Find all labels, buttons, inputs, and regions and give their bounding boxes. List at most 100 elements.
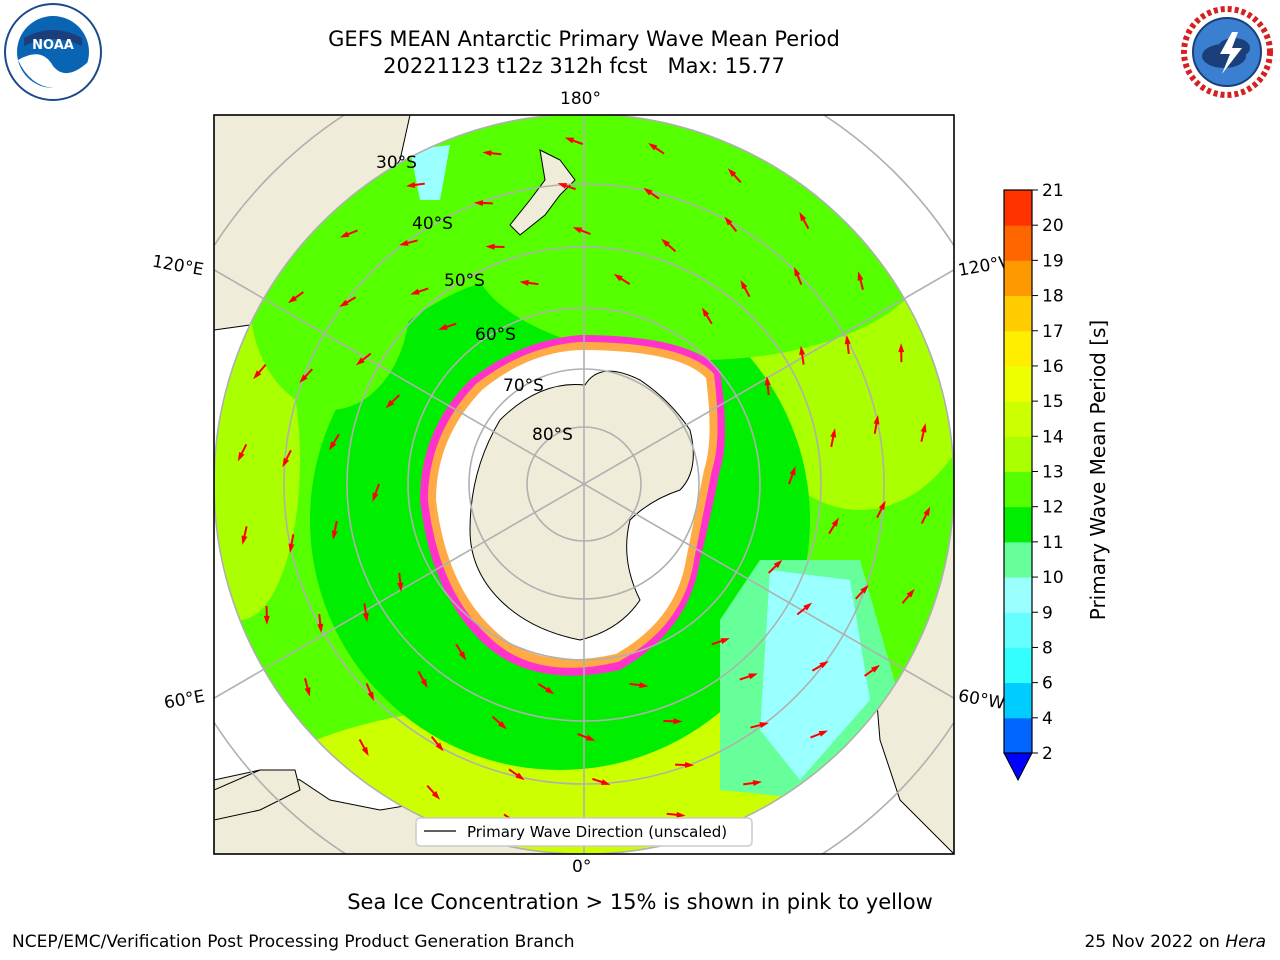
wave-arrow-head (458, 651, 467, 661)
wave-arrow-head (317, 623, 324, 634)
wave-arrow-head (397, 582, 404, 592)
colorbar: 2 4 6 8 9 10 11 12 13 14 15 16 17 18 19 20 21 (1003, 181, 1064, 782)
colorbar-segment (1004, 541, 1032, 578)
wave-arrow-head (724, 216, 733, 226)
footer-date: 25 Nov 2022 on Hera (1084, 932, 1266, 952)
colorbar-segment (1004, 401, 1032, 437)
map-frame-content: Primary Wave Direction (unscaled) (214, 115, 954, 854)
nws-logo (1179, 4, 1275, 100)
colorbar-segment (1004, 717, 1032, 754)
wave-arrow-head (473, 200, 484, 207)
wave-arrow-head (818, 730, 829, 737)
wave-arrow-head (759, 722, 769, 728)
lat-label-40: 40°S (412, 214, 453, 234)
colorbar-segment (1004, 577, 1032, 613)
land-new-zealand (509, 149, 576, 236)
wave-arrow-head (803, 602, 813, 611)
wave-arrow-head (362, 612, 369, 623)
lat-label-50: 50°S (444, 271, 485, 291)
wave-arrow-head (431, 791, 441, 800)
colorbar-tick-label: 14 (1042, 427, 1064, 447)
wave-arrow-head (399, 240, 409, 246)
wave-arrow-head (906, 588, 915, 598)
wave-arrow-head (288, 543, 295, 553)
lat-label-30: 30°S (376, 153, 417, 173)
lat-label-80: 80°S (532, 425, 573, 445)
colorbar-segment (1004, 260, 1032, 297)
wave-arrow-head (860, 584, 869, 594)
colorbar-segment (1004, 436, 1032, 472)
footer-host: Hera (1225, 932, 1266, 952)
wave-arrow-head (385, 399, 395, 409)
wave-arrow-head (339, 231, 350, 238)
colorbar-label: Primary Wave Mean Period [s] (1086, 319, 1110, 621)
colorbar-tick-label: 6 (1042, 674, 1053, 694)
wave-arrow-head (331, 530, 338, 540)
wave-arrow-head (923, 506, 931, 517)
wave-arrow-head (237, 451, 245, 462)
lon-label-top: 180° (560, 89, 601, 109)
wave-arrow-head (557, 183, 568, 189)
wave-arrow-head (748, 673, 758, 680)
wave-arrow-head (355, 357, 365, 366)
colorbar-tick-label: 2 (1042, 744, 1053, 764)
wave-arrow-head (643, 187, 653, 196)
wave-arrow-head (873, 415, 880, 425)
noaa-logo-text: NOAA (32, 38, 74, 53)
wave-arrow-head (844, 334, 851, 345)
wave-arrow-head (572, 227, 583, 234)
colorbar-under-triangle (1003, 752, 1033, 782)
colorbar-tick-label: 13 (1042, 463, 1064, 483)
wave-arrow-head (701, 307, 710, 317)
colorbar-tick-label: 12 (1042, 498, 1064, 518)
wave-arrow-head (410, 288, 420, 295)
wave-arrow-head (519, 279, 529, 286)
title-line-1: GEFS MEAN Antarctic Primary Wave Mean Pe… (328, 27, 840, 51)
colorbar-tick-label: 16 (1042, 357, 1064, 377)
colorbar-segment (1004, 365, 1032, 402)
wave-arrow-head (482, 150, 492, 157)
legend: Primary Wave Direction (unscaled) (415, 817, 753, 847)
wave-arrow-head (789, 466, 796, 476)
lat-label-60: 60°S (475, 325, 516, 345)
wave-arrow-head (727, 168, 737, 177)
colorbar-segment (1004, 330, 1032, 367)
colorbar-tick-label: 4 (1042, 709, 1053, 729)
wave-arrow-head (367, 691, 374, 701)
colorbar-tick-label: 21 (1042, 181, 1064, 201)
colorbar-tick-label: 19 (1042, 251, 1064, 271)
wave-arrow-head (438, 324, 448, 330)
wave-arrow-head (485, 243, 495, 250)
sea-ice-caption: Sea Ice Concentration > 15% is shown in … (347, 890, 933, 914)
colorbar-segments (1004, 190, 1032, 754)
legend-label: Primary Wave Direction (unscaled) (467, 823, 727, 841)
footer-date-text: 25 Nov 2022 on (1084, 932, 1226, 952)
wave-arrow-head (564, 137, 575, 144)
wave-arrow-head (676, 811, 686, 818)
wave-arrow-head (673, 718, 683, 725)
colorbar-tick-label: 8 (1042, 638, 1053, 658)
wave-arrow-head (871, 664, 881, 673)
graticule (214, 115, 954, 854)
colorbar-segment (1004, 682, 1032, 719)
colorbar-segment (1004, 612, 1032, 648)
wave-arrow-head (878, 500, 886, 511)
colorbar-tick-label: 11 (1042, 533, 1064, 553)
wave-arrow-head (372, 492, 379, 502)
map-border (213, 114, 955, 855)
wave-arrow-head (799, 345, 806, 356)
chart-title: GEFS MEAN Antarctic Primary Wave Mean Pe… (328, 26, 840, 80)
wave-arrow-head (241, 535, 248, 545)
wave-arrow-head (339, 299, 349, 307)
colorbar-tick-label: 15 (1042, 392, 1064, 412)
wave-arrow-head (299, 374, 308, 384)
wave-arrow-head (282, 457, 290, 468)
latitude-labels: 30°S 40°S 50°S 60°S 70°S 80°S (376, 153, 573, 445)
colorbar-segment (1004, 225, 1032, 261)
wave-arrow-head (405, 182, 416, 188)
wave-arrow-head (329, 441, 337, 451)
wave-arrow-head (420, 678, 428, 689)
wave-direction-arrows (237, 137, 931, 831)
colorbar-tick-label: 9 (1042, 603, 1053, 623)
